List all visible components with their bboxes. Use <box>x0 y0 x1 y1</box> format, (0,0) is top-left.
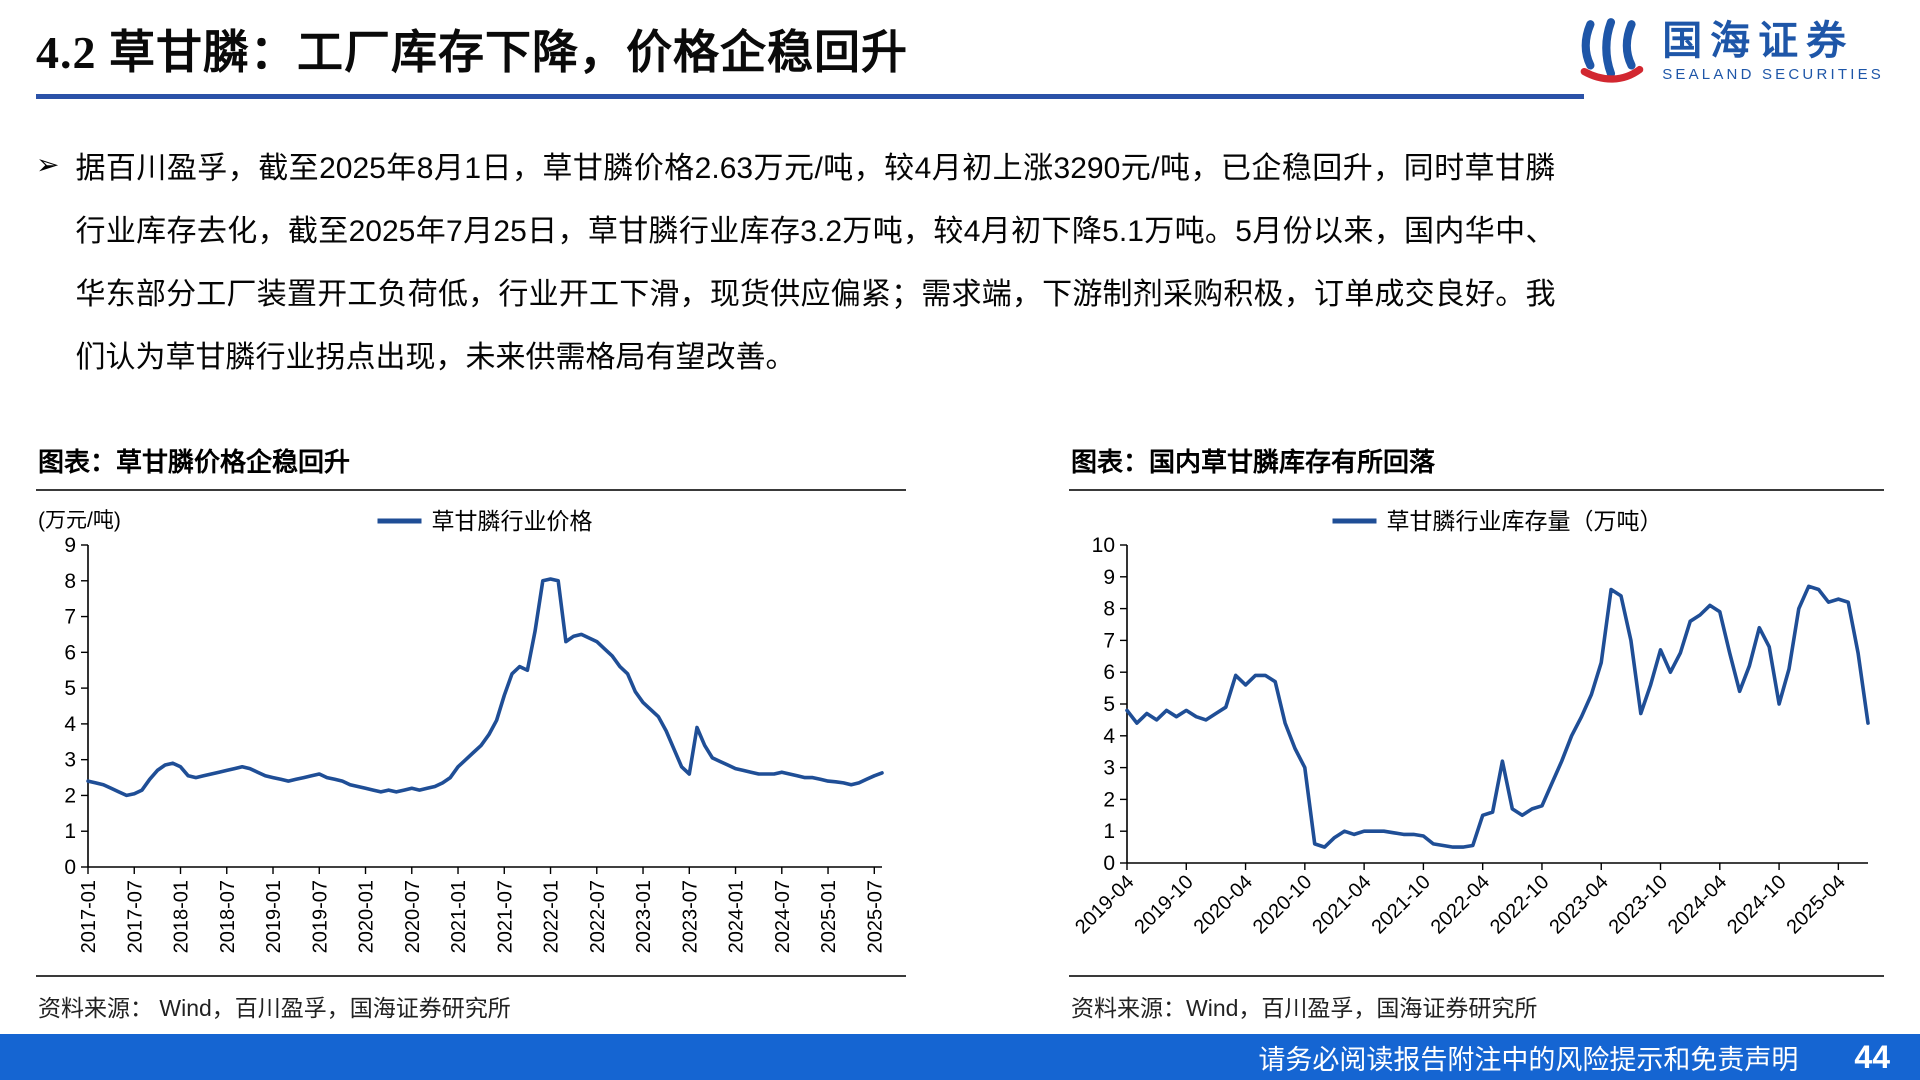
svg-text:2025-04: 2025-04 <box>1782 871 1849 938</box>
header: 4.2 草甘膦：工厂库存下降，价格企稳回升 国海证券 SEALAND SECUR… <box>0 0 1920 84</box>
svg-text:2024-01: 2024-01 <box>726 880 748 953</box>
price-chart-source: 资料来源： Wind，百川盈孚，国海证券研究所 <box>36 975 906 1023</box>
svg-text:8: 8 <box>1103 598 1115 621</box>
svg-text:2019-01: 2019-01 <box>263 880 285 953</box>
brand-logo: 国海证券 SEALAND SECURITIES <box>1576 16 1884 84</box>
svg-text:2: 2 <box>64 784 76 807</box>
svg-text:2023-04: 2023-04 <box>1545 871 1612 938</box>
svg-text:2020-04: 2020-04 <box>1190 871 1257 938</box>
svg-text:2018-01: 2018-01 <box>171 880 193 953</box>
footer-bar: 请务必阅读报告附注中的风险提示和免责声明 44 <box>0 1034 1920 1080</box>
page-title: 4.2 草甘膦：工厂库存下降，价格企稳回升 <box>36 27 908 78</box>
svg-text:7: 7 <box>1103 629 1115 652</box>
svg-text:2019-04: 2019-04 <box>1071 871 1138 938</box>
svg-text:2024-10: 2024-10 <box>1723 871 1790 938</box>
inventory-chart-title: 图表：国内草甘膦库存有所回落 <box>1069 442 1884 491</box>
charts-row: 图表：草甘膦价格企稳回升 0 1 2 3 4 5 6 7 8 9 2017-01 2017-07 201… <box>36 442 1884 1023</box>
svg-text:草甘膦行业价格: 草甘膦行业价格 <box>432 508 593 534</box>
price-chart-card: 图表：草甘膦价格企稳回升 0 1 2 3 4 5 6 7 8 9 2017-01 2017-07 201… <box>36 442 906 1023</box>
svg-text:0: 0 <box>1103 852 1115 875</box>
inventory-chart-source: 资料来源：Wind，百川盈孚，国海证券研究所 <box>1069 975 1884 1023</box>
svg-text:2023-01: 2023-01 <box>633 880 655 953</box>
svg-text:2022-10: 2022-10 <box>1486 871 1553 938</box>
svg-text:2021-04: 2021-04 <box>1308 871 1375 938</box>
svg-text:2024-07: 2024-07 <box>772 880 794 953</box>
svg-text:0: 0 <box>64 856 76 879</box>
logo-icon <box>1580 18 1644 83</box>
svg-text:2019-07: 2019-07 <box>309 880 331 953</box>
svg-text:2018-07: 2018-07 <box>217 880 239 953</box>
svg-text:2017-07: 2017-07 <box>124 880 146 953</box>
svg-text:2025-01: 2025-01 <box>818 880 840 953</box>
svg-text:2020-01: 2020-01 <box>356 880 378 953</box>
svg-text:2024-04: 2024-04 <box>1664 871 1731 938</box>
svg-text:9: 9 <box>1103 566 1115 589</box>
footer-disclaimer: 请务必阅读报告附注中的风险提示和免责声明 <box>1258 1044 1799 1075</box>
svg-text:2017-01: 2017-01 <box>78 880 100 953</box>
svg-text:2022-07: 2022-07 <box>587 880 609 953</box>
price-line-chart: 0 1 2 3 4 5 6 7 8 9 2017-01 2017-07 2018-01 2018-07 20… <box>38 508 886 953</box>
svg-text:3: 3 <box>64 749 76 772</box>
bullet-arrow-icon: ➢ <box>36 149 60 180</box>
price-chart-title: 图表：草甘膦价格企稳回升 <box>36 442 906 491</box>
inventory-line-chart: 0 1 2 3 4 5 6 7 8 9 10 2019-042019-102020-042020-10… <box>1071 508 1870 938</box>
svg-text:2021-01: 2021-01 <box>448 880 470 953</box>
svg-text:2: 2 <box>1103 788 1115 811</box>
svg-text:2025-07: 2025-07 <box>864 880 886 953</box>
svg-text:8: 8 <box>64 570 76 593</box>
svg-text:10: 10 <box>1092 534 1115 557</box>
svg-text:2023-07: 2023-07 <box>679 880 701 953</box>
svg-text:2020-07: 2020-07 <box>402 880 424 953</box>
svg-text:草甘膦行业库存量（万吨）: 草甘膦行业库存量（万吨） <box>1387 508 1663 534</box>
svg-text:1: 1 <box>64 820 76 843</box>
svg-text:2020-10: 2020-10 <box>1249 871 1316 938</box>
svg-text:4: 4 <box>64 713 76 736</box>
svg-text:1: 1 <box>1103 820 1115 843</box>
svg-text:2021-07: 2021-07 <box>494 880 516 953</box>
svg-text:2022-01: 2022-01 <box>541 880 563 953</box>
title-divider <box>36 94 1584 99</box>
svg-text:2022-04: 2022-04 <box>1427 871 1494 938</box>
logo-company-subtitle: SEALAND SECURITIES <box>1662 65 1884 83</box>
svg-text:7: 7 <box>64 606 76 629</box>
svg-text:4: 4 <box>1103 725 1115 748</box>
svg-text:2021-10: 2021-10 <box>1367 871 1434 938</box>
svg-text:5: 5 <box>1103 693 1115 716</box>
svg-text:2019-10: 2019-10 <box>1130 871 1197 938</box>
footer-page-number: 44 <box>1854 1038 1890 1075</box>
summary-text: 据百川盈孚，截至2025年8月1日，草甘膦价格2.63万元/吨，较4月初上涨32… <box>75 152 1556 374</box>
svg-text:9: 9 <box>64 534 76 557</box>
svg-text:5: 5 <box>64 677 76 700</box>
inventory-chart-card: 图表：国内草甘膦库存有所回落 0 1 2 3 4 5 6 7 8 9 10 2019-04 2019-1… <box>1069 442 1884 1023</box>
logo-text-block: 国海证券 SEALAND SECURITIES <box>1662 19 1884 84</box>
svg-text:2023-10: 2023-10 <box>1605 871 1672 938</box>
svg-text:(万元/吨): (万元/吨) <box>38 509 121 532</box>
svg-text:6: 6 <box>64 641 76 664</box>
svg-text:3: 3 <box>1103 757 1115 780</box>
summary-bullet: ➢ 据百川盈孚，截至2025年8月1日，草甘膦价格2.63万元/吨，较4月初上涨… <box>36 137 1880 389</box>
svg-text:6: 6 <box>1103 661 1115 684</box>
logo-company-name: 国海证券 <box>1662 18 1855 63</box>
